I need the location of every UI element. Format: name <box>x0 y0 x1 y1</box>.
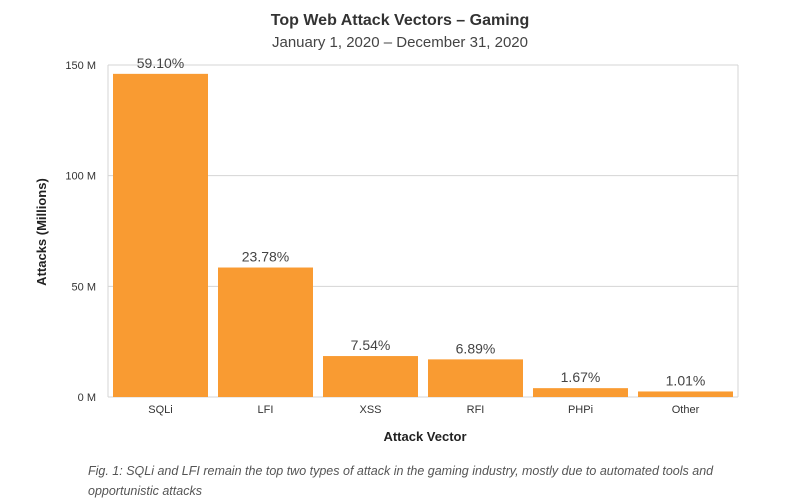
x-axis-title: Attack Vector <box>383 429 466 444</box>
figure-caption: Fig. 1: SQLi and LFI remain the top two … <box>88 464 714 498</box>
data-label: 1.01% <box>666 372 706 388</box>
data-labels: 59.10% 23.78% 7.54% 6.89% 1.67% 1.01% <box>137 55 706 389</box>
chart-subtitle: January 1, 2020 – December 31, 2020 <box>271 34 528 51</box>
data-label: 6.89% <box>456 340 496 356</box>
x-tick-label: SQLi <box>148 404 172 416</box>
x-tick-label: RFI <box>467 404 485 416</box>
chart-title: Top Web Attack Vectors – Gaming <box>270 12 530 29</box>
y-tick-label: 150 M <box>65 60 96 72</box>
bar-other <box>638 391 733 397</box>
y-tick-label: 50 M <box>72 281 96 293</box>
bar-phpi <box>533 388 628 397</box>
gridlines <box>107 64 739 398</box>
bar-lfi <box>218 267 313 397</box>
y-tick-label: 0 M <box>78 392 96 404</box>
y-axis-title: Attacks (Millions) <box>34 178 49 286</box>
data-label: 1.67% <box>561 369 601 385</box>
y-tick-label: 100 M <box>65 171 96 183</box>
y-axis-ticks: 0 M 50 M 100 M 150 M <box>65 60 96 404</box>
x-tick-label: Other <box>672 404 700 416</box>
bar-sqli <box>113 73 208 397</box>
data-label: 23.78% <box>242 249 289 265</box>
x-tick-label: PHPi <box>568 404 593 416</box>
x-tick-label: LFI <box>258 404 274 416</box>
bar-chart: 0 M 50 M 100 M 150 M SQLi LFI XSS RFI PHPi Other… <box>34 55 739 444</box>
bars <box>113 73 733 397</box>
x-tick-label: XSS <box>359 404 381 416</box>
bar-xss <box>323 356 418 397</box>
data-label: 7.54% <box>351 337 391 353</box>
x-axis-ticks: SQLi LFI XSS RFI PHPi Other <box>148 404 699 416</box>
data-label: 59.10% <box>137 55 184 71</box>
bar-rfi <box>428 359 523 397</box>
